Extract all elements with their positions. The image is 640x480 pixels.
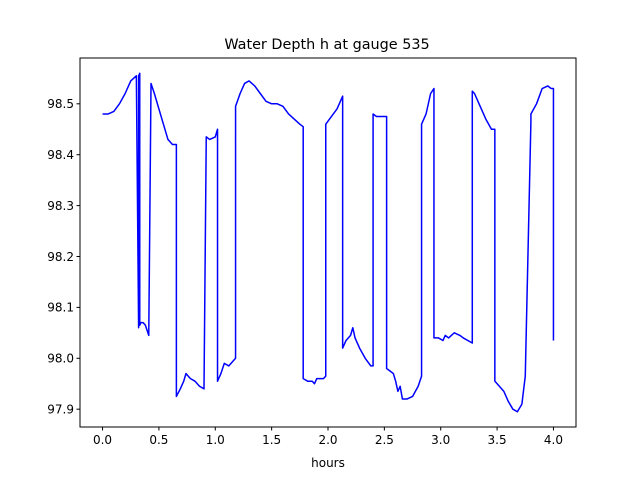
x-tick-label: 1.0	[206, 433, 225, 447]
plot-area	[102, 72, 555, 413]
y-tick-label: 97.9	[47, 402, 74, 416]
x-tick-label: 1.5	[262, 433, 281, 447]
y-tick-label: 98.1	[47, 301, 74, 315]
y-axis: 97.9 98.0 98.1 98.2 98.3 98.4 98.5	[47, 97, 80, 416]
chart-title: Water Depth h at gauge 535	[224, 37, 429, 53]
x-tick-label: 4.0	[544, 433, 563, 447]
x-tick-label: 0.5	[149, 433, 168, 447]
y-tick-label: 98.4	[47, 148, 74, 162]
y-tick-label: 98.2	[47, 250, 74, 264]
x-tick-label: 3.0	[431, 433, 450, 447]
x-axis-label: hours	[311, 456, 345, 470]
x-tick-label: 3.5	[488, 433, 507, 447]
x-tick-label: 2.0	[318, 433, 337, 447]
y-tick-label: 98.3	[47, 199, 74, 213]
plot-frame	[79, 57, 577, 428]
x-axis: 0.0 0.5 1.0 1.5 2.0 2.5 3.0 3.5 4.0	[93, 427, 563, 447]
x-tick-label: 0.0	[93, 433, 112, 447]
series-line-0	[102, 72, 555, 413]
x-tick-label: 2.5	[375, 433, 394, 447]
y-tick-label: 98.5	[47, 97, 74, 111]
y-tick-label: 98.0	[47, 352, 74, 366]
